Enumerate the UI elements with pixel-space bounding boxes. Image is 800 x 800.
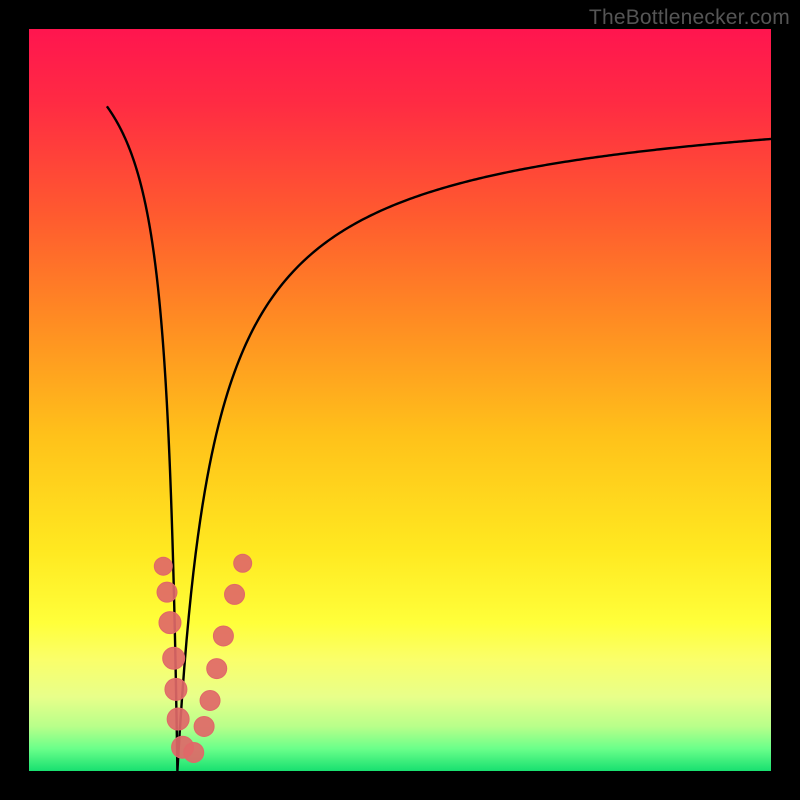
data-marker [159,612,181,634]
chart-svg [0,0,800,800]
data-marker [163,647,185,669]
data-marker [154,557,172,575]
data-marker [157,582,177,602]
data-marker [194,716,214,736]
data-marker [234,554,252,572]
data-marker [200,691,220,711]
data-marker [213,626,233,646]
data-marker [225,584,245,604]
plot-background [29,29,771,771]
chart-container: TheBottlenecker.com [0,0,800,800]
data-marker [207,659,227,679]
data-marker [165,678,187,700]
watermark-text: TheBottlenecker.com [589,6,790,30]
data-marker [167,708,189,730]
data-marker [184,742,204,762]
